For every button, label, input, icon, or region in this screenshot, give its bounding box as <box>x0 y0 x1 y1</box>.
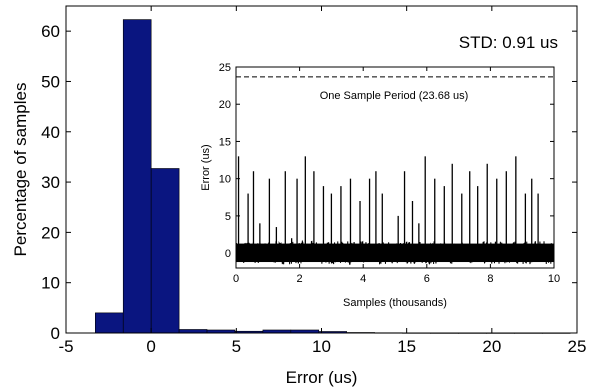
main-x-axis-label: Error (us) <box>286 368 358 387</box>
reference-line-label: One Sample Period (23.68 us) <box>320 90 469 102</box>
x-tick-label: 25 <box>568 337 587 356</box>
x-tick-label: 20 <box>482 337 501 356</box>
y-tick-label: 20 <box>41 223 60 242</box>
y-tick-label: 10 <box>41 274 60 293</box>
inset-y-axis-label: Error (us) <box>200 144 212 190</box>
inset-y-tick-label: 20 <box>219 99 231 111</box>
inset-y-ticks: 0 5 10 15 20 25 <box>219 62 554 260</box>
main-y-axis-label: Percentage of samples <box>11 83 30 257</box>
inset-x-tick-label: 8 <box>487 273 493 285</box>
x-tick-label: -5 <box>58 337 73 356</box>
noise-band <box>236 243 554 263</box>
inset-y-tick-label: 10 <box>219 174 231 186</box>
x-tick-label: 0 <box>146 337 155 356</box>
inset-y-tick-label: 5 <box>225 211 231 223</box>
inset-series <box>235 156 555 265</box>
inset-x-tick-label: 2 <box>297 273 303 285</box>
histogram-bar <box>178 329 208 334</box>
main-bars <box>94 19 571 334</box>
x-tick-label: 15 <box>397 337 416 356</box>
y-tick-label: 0 <box>51 324 60 343</box>
inset-y-tick-label: 0 <box>225 248 231 260</box>
main-x-ticks: -5 0 5 10 15 20 25 <box>58 6 586 356</box>
std-annotation: STD: 0.91 us <box>459 33 558 52</box>
histogram-bar <box>150 168 180 334</box>
inset-x-tick-label: 6 <box>424 273 430 285</box>
histogram-bar <box>122 19 152 334</box>
inset-y-tick-label: 15 <box>219 136 231 148</box>
inset-x-tick-label: 0 <box>233 273 239 285</box>
inset-x-tick-label: 4 <box>360 273 366 285</box>
x-tick-label: 10 <box>312 337 331 356</box>
inset-x-axis-label: Samples (thousands) <box>343 297 447 309</box>
y-tick-label: 40 <box>41 123 60 142</box>
histogram-bar <box>94 312 124 334</box>
y-tick-label: 60 <box>41 22 60 41</box>
inset-chart: One Sample Period (23.68 us) 0 2 4 6 8 10 0 5 1… <box>190 56 570 312</box>
inset-plot-frame <box>235 66 555 269</box>
inset-x-ticks: 0 2 4 6 8 10 <box>233 67 560 285</box>
y-tick-label: 50 <box>41 72 60 91</box>
inset-x-tick-label: 10 <box>548 273 560 285</box>
y-tick-label: 30 <box>41 173 60 192</box>
x-tick-label: 5 <box>232 337 241 356</box>
inset-y-tick-label: 25 <box>219 62 231 74</box>
